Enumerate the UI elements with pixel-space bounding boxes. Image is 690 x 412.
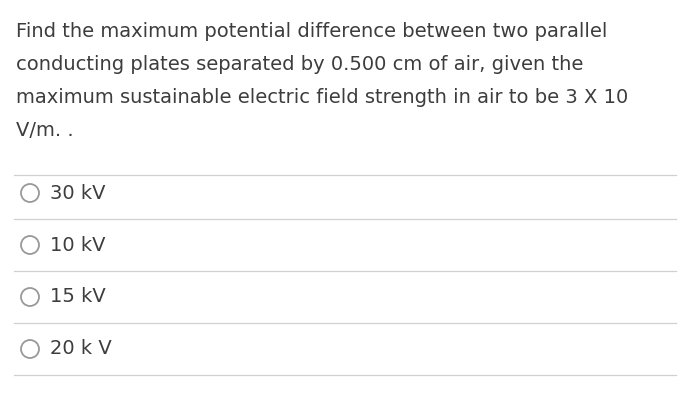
Text: 15 kV: 15 kV xyxy=(50,288,106,307)
Text: 10 kV: 10 kV xyxy=(50,236,106,255)
Text: conducting plates separated by 0.500 cm of air, given the: conducting plates separated by 0.500 cm … xyxy=(16,55,583,74)
Text: 20 k V: 20 k V xyxy=(50,339,112,358)
Text: maximum sustainable electric field strength in air to be 3 X 10: maximum sustainable electric field stren… xyxy=(16,88,629,107)
Text: V/m. .: V/m. . xyxy=(16,121,74,140)
Text: 30 kV: 30 kV xyxy=(50,183,106,203)
Text: Find the maximum potential difference between two parallel: Find the maximum potential difference be… xyxy=(16,22,607,41)
